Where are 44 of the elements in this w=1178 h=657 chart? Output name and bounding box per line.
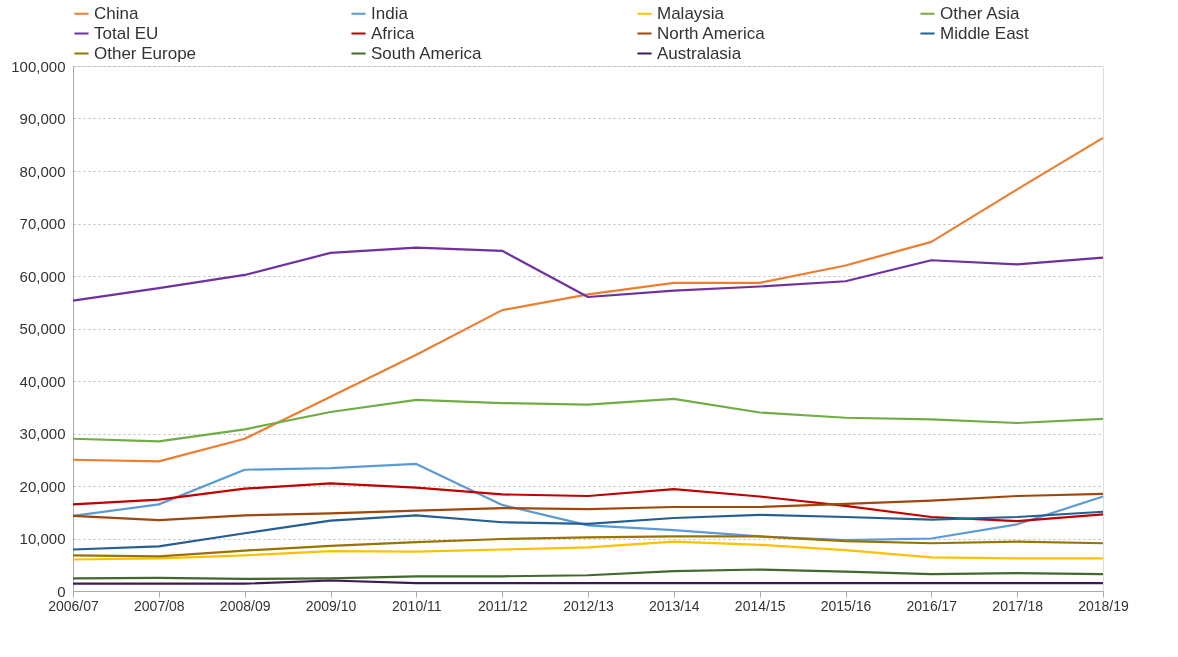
y-tick-label: 30,000	[19, 425, 66, 442]
x-tick-label: 2010/11	[392, 597, 442, 614]
x-tick-label: 2009/10	[305, 597, 357, 614]
legend-label: India	[371, 3, 409, 23]
y-tick-label: 60,000	[19, 267, 66, 285]
line-series	[71, 535, 1105, 558]
x-tick-label: 2008/09	[219, 597, 271, 614]
legend-label: Africa	[371, 23, 415, 43]
y-tick-label: 100,000	[11, 57, 66, 75]
legend-label: Malaysia	[657, 3, 725, 23]
x-tick-label: 2015/16	[820, 597, 872, 614]
y-tick-label: 50,000	[19, 320, 66, 337]
line-series	[71, 136, 1105, 463]
legend-label: China	[94, 3, 139, 23]
x-tick-label: 2014/15	[734, 597, 786, 614]
line-series	[71, 397, 1105, 443]
x-tick-label: 2007/08	[134, 597, 185, 614]
line-series	[71, 482, 1105, 523]
legend-label: Australasia	[657, 43, 742, 63]
legend-label: Other Asia	[940, 3, 1020, 23]
y-tick-label: 70,000	[19, 215, 66, 232]
x-tick-label: 2017/18	[992, 597, 1044, 614]
line-series	[71, 246, 1105, 302]
x-tick-label: 2006/07	[48, 597, 100, 614]
legend-label: North America	[657, 23, 766, 43]
line-series	[71, 568, 1105, 581]
y-tick-label: 90,000	[19, 110, 66, 127]
x-tick-label: 2012/13	[563, 597, 615, 614]
x-tick-label: 2016/17	[906, 597, 958, 614]
y-tick-label: 80,000	[19, 162, 66, 180]
y-tick-label: 20,000	[19, 477, 66, 495]
y-tick-label: 10,000	[19, 530, 66, 547]
line-series	[71, 492, 1105, 522]
line-series	[71, 510, 1105, 551]
line-series	[71, 540, 1105, 561]
y-tick-label: 0	[57, 582, 66, 600]
x-tick-label: 2011/12	[477, 597, 528, 614]
legend-label: Middle East	[940, 23, 1030, 43]
legend-label: Other Europe	[94, 43, 197, 63]
legend-label: Total EU	[94, 23, 159, 43]
y-tick-label: 40,000	[19, 372, 66, 390]
x-tick-label: 2013/14	[649, 597, 700, 614]
x-tick-label: 2018/19	[1078, 597, 1130, 614]
legend-label: South America	[371, 43, 483, 63]
